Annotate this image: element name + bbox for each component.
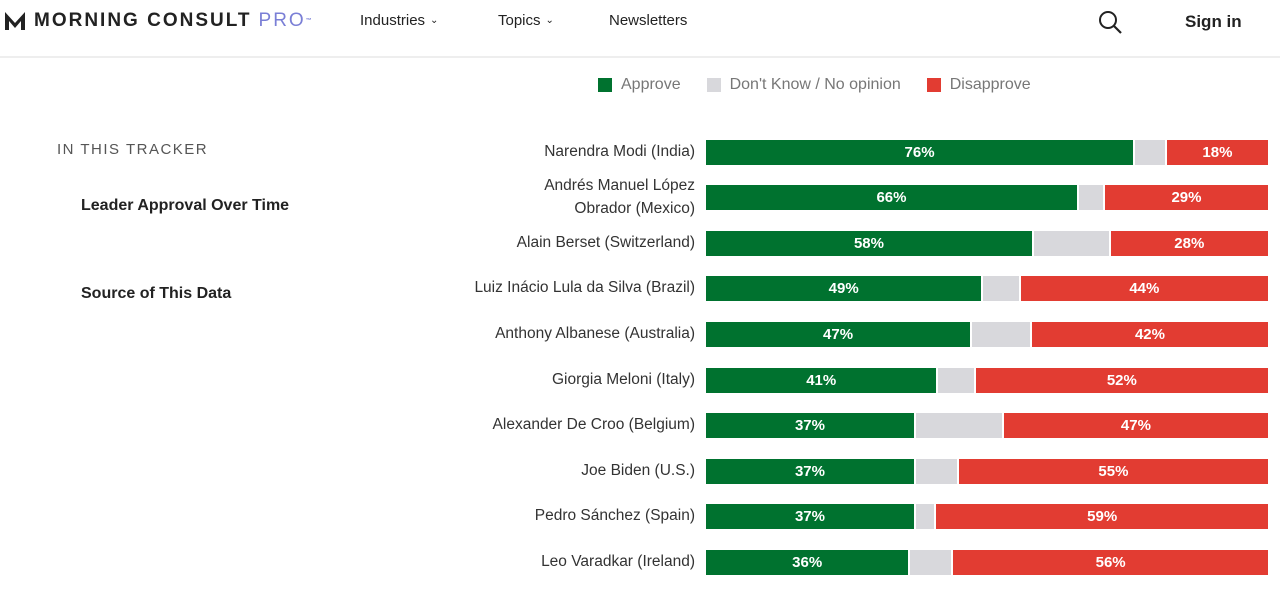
row-label: Pedro Sánchez (Spain): [534, 507, 695, 524]
stacked-bar: 66% 29%: [706, 185, 1268, 210]
logo[interactable]: MORNING CONSULT PRO ™: [4, 10, 314, 32]
nav-label: Newsletters: [609, 12, 688, 29]
nav-industries[interactable]: Industries ⌄: [360, 12, 438, 29]
nav-label: Topics: [498, 12, 541, 29]
dont-know-segment: [1133, 140, 1167, 165]
legend-label: Approve: [621, 76, 681, 93]
sidebar-title: IN THIS TRACKER: [57, 141, 209, 158]
approve-segment-label: 76%: [706, 140, 1134, 165]
chevron-down-icon: ⌄: [430, 15, 439, 26]
approve-segment-label: 36%: [706, 550, 909, 575]
approve-segment-label: 47%: [706, 322, 971, 347]
row-label: Anthony Albanese (Australia): [495, 325, 695, 342]
disapprove-segment-label: 55%: [958, 459, 1268, 484]
sign-in-link[interactable]: Sign in: [1185, 12, 1242, 31]
stacked-bar: 47% 42%: [706, 322, 1268, 347]
dont-know-segment: [970, 322, 1032, 347]
disapprove-segment-label: 47%: [1003, 413, 1268, 438]
row-label: Joe Biden (U.S.): [581, 462, 695, 479]
disapprove-segment-label: 59%: [936, 504, 1268, 529]
row-label: Alexander De Croo (Belgium): [492, 416, 695, 433]
logo-tm: ™: [305, 18, 314, 24]
chevron-down-icon: ⌄: [545, 15, 554, 26]
disapprove-segment-label: 29%: [1105, 185, 1268, 210]
sidebar-link-leader-approval[interactable]: Leader Approval Over Time: [81, 197, 290, 214]
approve-segment-label: 58%: [706, 231, 1032, 256]
nav-topics[interactable]: Topics ⌄: [498, 12, 554, 29]
chart-legend: Approve Don't Know / No opinion Disappro…: [598, 76, 1031, 94]
disapprove-segment-label: 18%: [1166, 140, 1268, 165]
stacked-bar: 36% 56%: [706, 550, 1268, 575]
legend-label: Don't Know / No opinion: [729, 76, 901, 93]
site-header: MORNING CONSULT PRO ™ Industries ⌄ Topics ⌄…: [0, 0, 1280, 58]
row-label: Alain Berset (Switzerland): [516, 234, 695, 251]
stacked-bar: 58% 28%: [706, 231, 1268, 256]
stacked-bar: 49% 44%: [706, 276, 1268, 301]
row-label: Luiz Inácio Lula da Silva (Brazil): [474, 279, 695, 296]
logo-brand: MORNING CONSULT: [34, 10, 252, 31]
legend-swatch: [926, 78, 941, 92]
logo-suffix: PRO: [258, 10, 306, 31]
legend-label: Disapprove: [949, 76, 1031, 93]
legend-disapprove: Disapprove: [926, 76, 1031, 94]
disapprove-segment-label: 56%: [953, 550, 1268, 575]
stacked-bar: 41% 52%: [706, 368, 1268, 393]
approve-segment-label: 37%: [706, 459, 914, 484]
stacked-bar: 76% 18%: [706, 140, 1268, 165]
dont-know-segment: [913, 459, 959, 484]
morning-consult-logo-icon: [5, 12, 25, 30]
legend-swatch: [706, 78, 721, 92]
dont-know-segment: [981, 276, 1021, 301]
row-label: Narendra Modi (India): [544, 143, 695, 160]
dont-know-segment: [936, 368, 976, 393]
row-label: Leo Varadkar (Ireland): [541, 553, 695, 570]
legend-dont-know: Don't Know / No opinion: [706, 76, 901, 94]
legend-swatch: [598, 78, 612, 92]
search-icon[interactable]: [1097, 9, 1123, 40]
stacked-bar: 37% 47%: [706, 413, 1268, 438]
legend-approve: Approve: [598, 76, 681, 94]
approve-segment-label: 37%: [706, 504, 914, 529]
dont-know-segment: [908, 550, 954, 575]
sidebar-link-source[interactable]: Source of This Data: [81, 285, 232, 302]
dont-know-segment: [913, 413, 1004, 438]
disapprove-segment-label: 28%: [1110, 231, 1268, 256]
row-label: Andrés Manuel López Obrador (Mexico): [544, 177, 695, 217]
approve-segment-label: 37%: [706, 413, 914, 438]
approve-segment-label: 66%: [706, 185, 1077, 210]
dont-know-segment: [913, 504, 937, 529]
row-label: Giorgia Meloni (Italy): [552, 371, 695, 388]
approve-segment-label: 49%: [706, 276, 982, 301]
disapprove-segment-label: 42%: [1031, 322, 1268, 347]
dont-know-segment: [1076, 185, 1105, 210]
stacked-bar: 37% 59%: [706, 504, 1268, 529]
disapprove-segment-label: 52%: [975, 368, 1268, 393]
stacked-bar: 37% 55%: [706, 459, 1268, 484]
nav-newsletters[interactable]: Newsletters: [609, 12, 687, 29]
approve-segment-label: 41%: [706, 368, 937, 393]
dont-know-segment: [1031, 231, 1111, 256]
nav-label: Industries: [360, 12, 426, 29]
disapprove-segment-label: 44%: [1020, 276, 1268, 301]
